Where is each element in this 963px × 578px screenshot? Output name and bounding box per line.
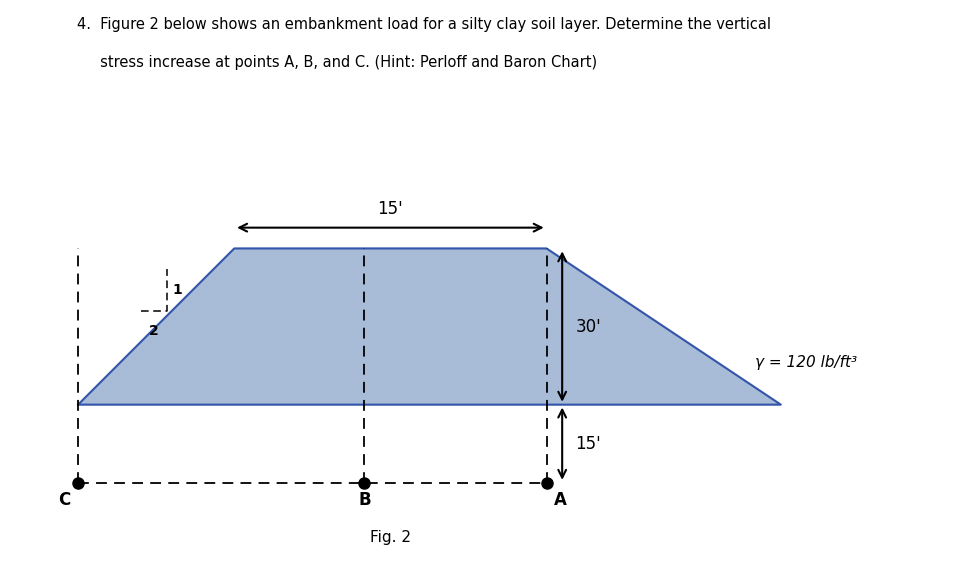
Text: 2: 2 <box>148 324 159 338</box>
Polygon shape <box>78 249 781 405</box>
Text: 1: 1 <box>172 283 183 297</box>
Text: Fig. 2: Fig. 2 <box>370 529 411 544</box>
Text: γ = 120 lb/ft³: γ = 120 lb/ft³ <box>755 355 857 370</box>
Text: A: A <box>555 491 567 509</box>
Text: stress increase at points A, B, and C. (Hint: Perloff and Baron Chart): stress increase at points A, B, and C. (… <box>77 55 597 70</box>
Text: C: C <box>58 491 70 509</box>
Text: 15': 15' <box>575 435 601 453</box>
Text: B: B <box>358 491 371 509</box>
Text: 30': 30' <box>575 317 601 336</box>
Text: 15': 15' <box>377 201 403 218</box>
Text: 4.  Figure 2 below shows an embankment load for a silty clay soil layer. Determi: 4. Figure 2 below shows an embankment lo… <box>77 17 771 32</box>
